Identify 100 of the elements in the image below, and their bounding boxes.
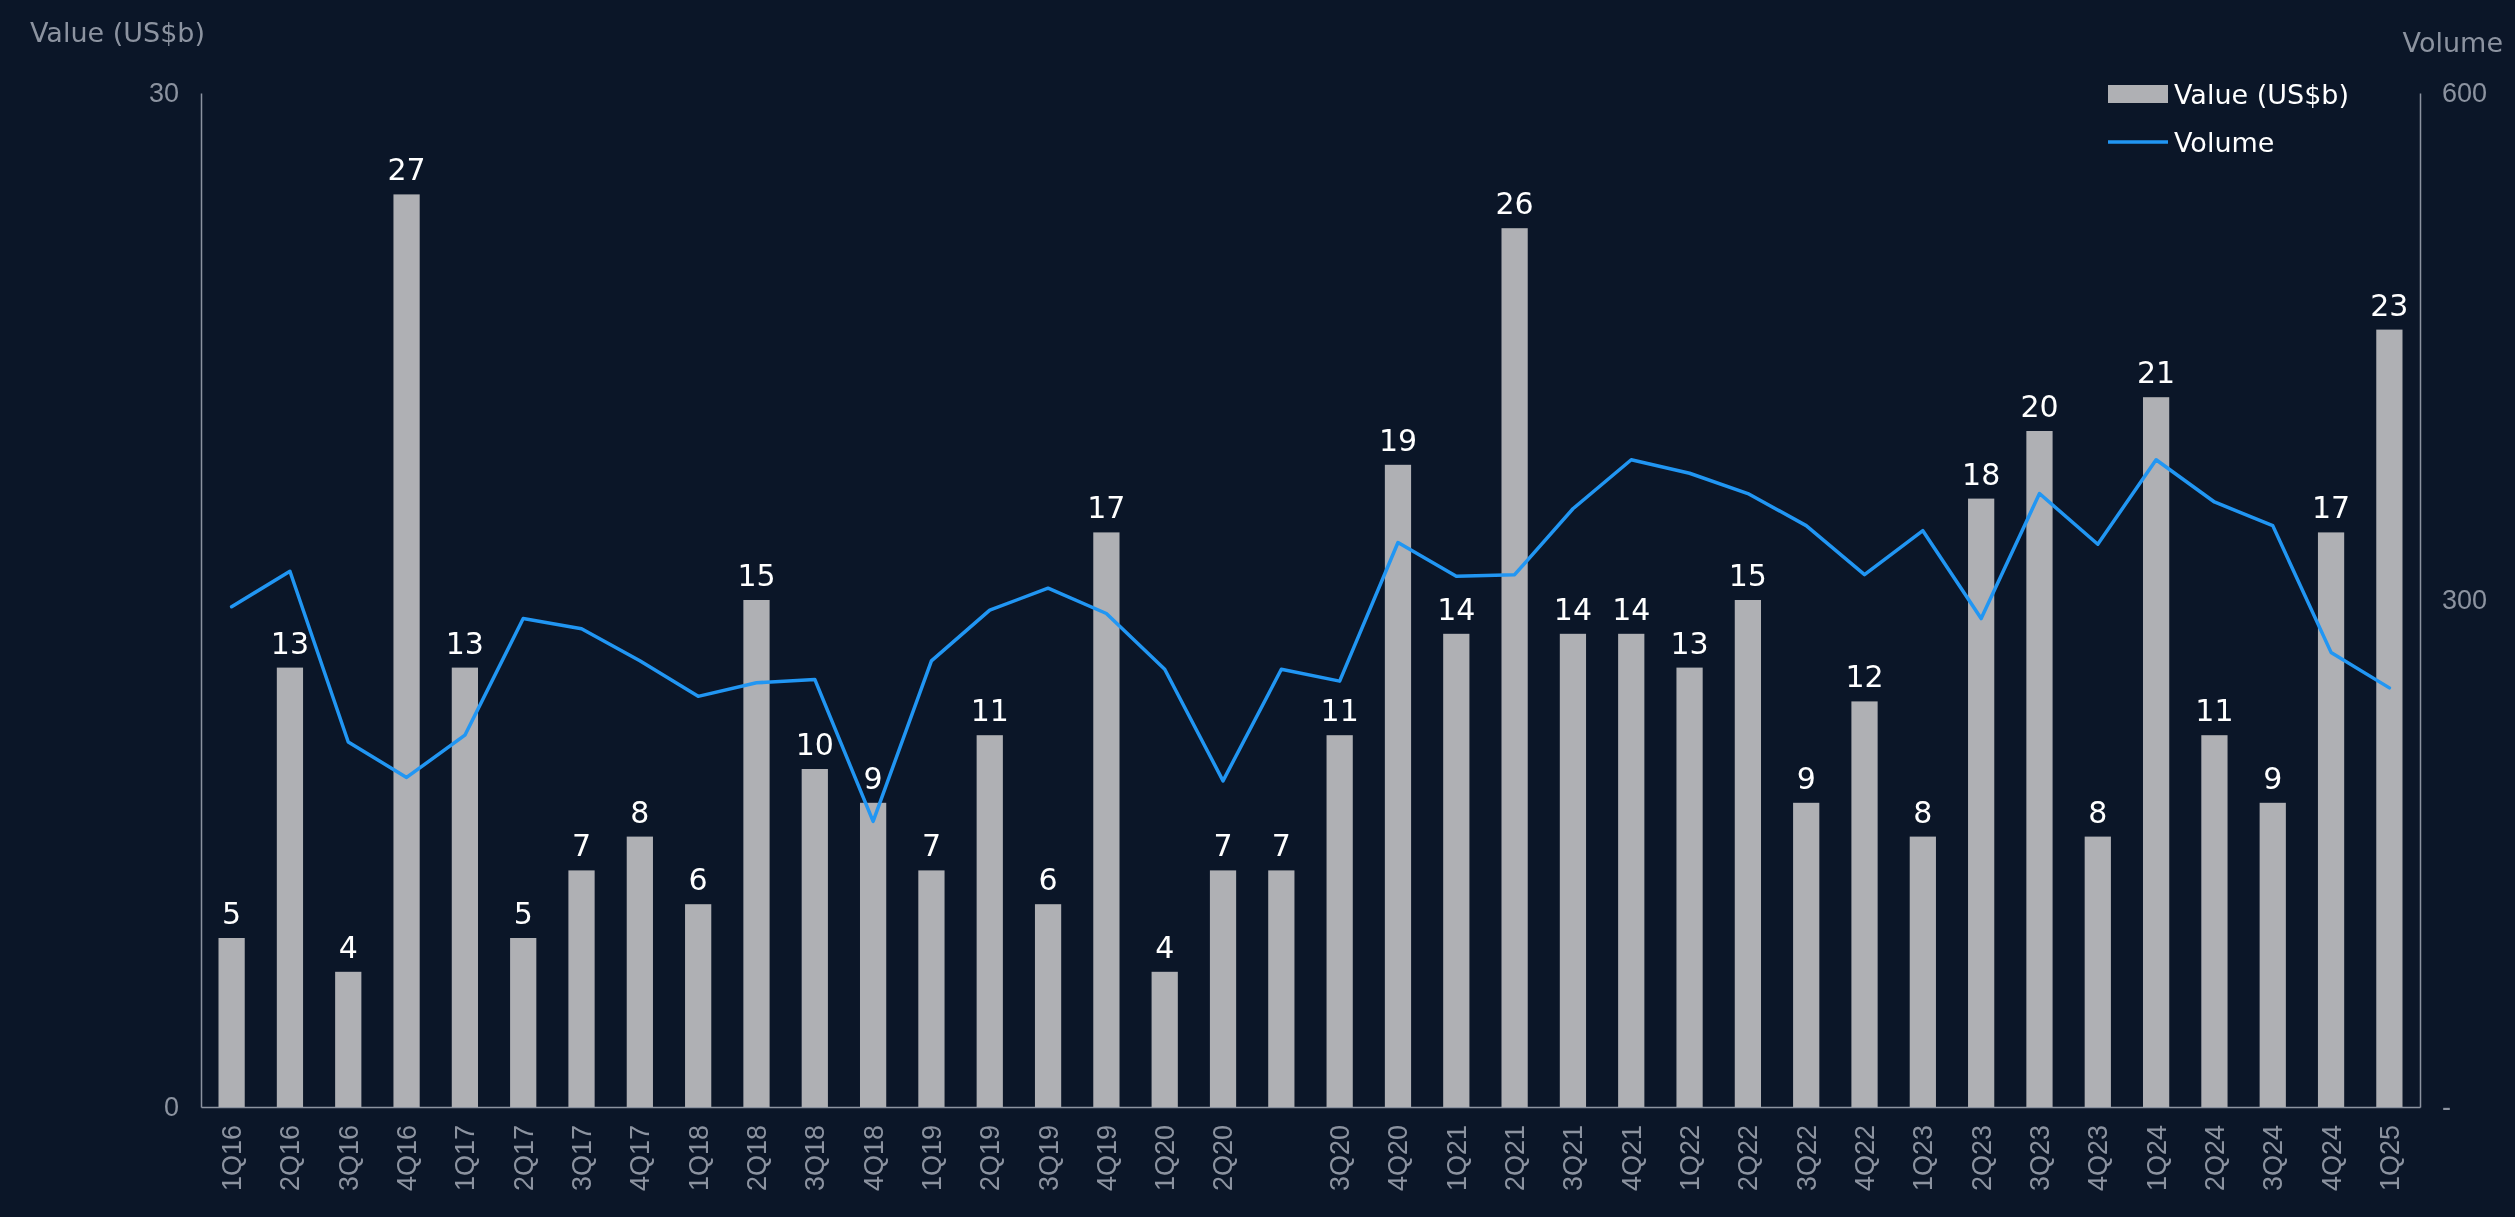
data-label: 27 [387, 152, 426, 188]
data-label: 10 [795, 727, 834, 762]
legend-label: Value (US$b) [2174, 79, 2350, 110]
bar [2376, 329, 2403, 1107]
bar [685, 904, 712, 1107]
x-tick-label: 4Q23 [2083, 1125, 2114, 1192]
x-tick-label: 3Q16 [333, 1125, 364, 1192]
x-tick-label: 3Q24 [2258, 1125, 2289, 1192]
bar [1209, 870, 1237, 1107]
bar [510, 938, 537, 1107]
x-tick-label: 1Q20 [1150, 1125, 1181, 1192]
data-label: 8 [2088, 794, 2108, 830]
bar [2259, 802, 2286, 1107]
x-tick-label: 3Q21 [1558, 1125, 1589, 1192]
x-tick-label: 2Q24 [2199, 1125, 2230, 1192]
data-label: 14 [1553, 591, 1593, 627]
data-label: 11 [1320, 693, 1359, 729]
bar [1501, 228, 1528, 1107]
bar [276, 667, 304, 1107]
x-tick-label: 2Q22 [1733, 1125, 1764, 1192]
x-tick-label: 1Q25 [2374, 1125, 2405, 1192]
x-tick-label: 3Q23 [2024, 1125, 2055, 1192]
x-tick-label: 4Q18 [858, 1125, 889, 1192]
data-label: 13 [270, 625, 310, 661]
x-tick-label: 2Q16 [275, 1125, 306, 1192]
x-tick-label: 1Q19 [916, 1125, 947, 1192]
x-tick-label: 2Q23 [1966, 1125, 1997, 1192]
data-label: 14 [1612, 591, 1651, 627]
data-label: 17 [1087, 490, 1126, 526]
bar [1151, 971, 1178, 1107]
bar [1851, 701, 1878, 1107]
bar [2084, 836, 2111, 1107]
x-tick-label: 2Q18 [741, 1125, 772, 1192]
x-tick-label: 1Q21 [1441, 1125, 1472, 1192]
bar [743, 600, 770, 1107]
x-tick-label: 2Q20 [1208, 1125, 1239, 1192]
x-tick-label: 3Q18 [800, 1125, 831, 1192]
bar [801, 769, 828, 1107]
bar [1968, 498, 1995, 1107]
bar [1443, 633, 1470, 1107]
x-tick-label: 1Q16 [217, 1125, 248, 1192]
y-axis-title: Value (US$b) [30, 17, 206, 48]
data-label: 7 [1271, 828, 1291, 864]
data-label: 8 [630, 794, 650, 830]
y-tick-label: 30 [148, 78, 179, 109]
bar [218, 938, 245, 1107]
x-tick-label: 2Q19 [975, 1125, 1006, 1192]
x-tick-label: 1Q22 [1675, 1125, 1706, 1192]
data-label: 6 [1038, 862, 1058, 898]
bar [1326, 735, 1353, 1107]
data-label: 4 [338, 929, 358, 965]
x-tick-label: 1Q17 [450, 1125, 481, 1192]
data-label: 13 [1670, 625, 1709, 661]
bar [451, 667, 479, 1107]
bar [568, 870, 595, 1107]
bar [2142, 397, 2170, 1107]
x-tick-label: 3Q17 [566, 1125, 597, 1192]
x-tick-label: 4Q20 [1383, 1125, 1414, 1192]
x-tick-label: 2Q17 [508, 1125, 539, 1192]
x-tick-label: 4Q22 [1849, 1125, 1880, 1192]
bar [859, 802, 887, 1107]
x-tick-label: 3Q22 [1791, 1125, 1822, 1192]
bar [2026, 431, 2053, 1107]
bar [1676, 667, 1703, 1107]
data-label: 11 [2195, 693, 2234, 729]
x-tick-label: 4Q24 [2316, 1125, 2347, 1192]
bar [1793, 802, 1820, 1107]
data-label: 20 [2020, 389, 2059, 424]
x-tick-label: 4Q17 [625, 1125, 656, 1192]
data-label: 15 [1728, 558, 1767, 593]
data-label: 9 [863, 760, 883, 796]
legend-label: Volume [2174, 127, 2275, 158]
data-label: 9 [1796, 760, 1816, 796]
data-label: 9 [2263, 760, 2283, 796]
line-series [229, 457, 2392, 824]
y2-tick-label: 300 [2442, 585, 2488, 616]
data-label: 21 [2137, 355, 2176, 391]
x-tick-label: 4Q21 [1616, 1125, 1647, 1192]
data-label: 8 [1913, 794, 1933, 830]
x-tick-label: 3Q20 [1325, 1125, 1356, 1192]
x-tick-label: 2Q21 [1500, 1125, 1531, 1192]
data-label: 4 [1155, 929, 1175, 965]
x-tick-label: 1Q23 [1908, 1125, 1939, 1192]
x-tick-label: 1Q24 [2141, 1125, 2172, 1192]
bar [918, 870, 945, 1107]
data-label: 12 [1845, 659, 1884, 695]
x-tick-label: 4Q19 [1091, 1125, 1122, 1192]
bar [2317, 532, 2345, 1107]
bar [1268, 870, 1295, 1107]
data-label: 13 [445, 625, 484, 661]
data-label: 7 [921, 828, 941, 864]
y-tick-label: 0 [163, 1092, 179, 1123]
data-label: 11 [970, 693, 1009, 729]
bar [1734, 600, 1761, 1107]
x-tick-label: 4Q16 [392, 1125, 423, 1192]
x-tick-label: 3Q19 [1033, 1125, 1064, 1192]
bar [335, 971, 362, 1107]
data-label: 6 [688, 862, 708, 898]
bar [626, 836, 653, 1107]
data-label: 5 [513, 896, 533, 931]
